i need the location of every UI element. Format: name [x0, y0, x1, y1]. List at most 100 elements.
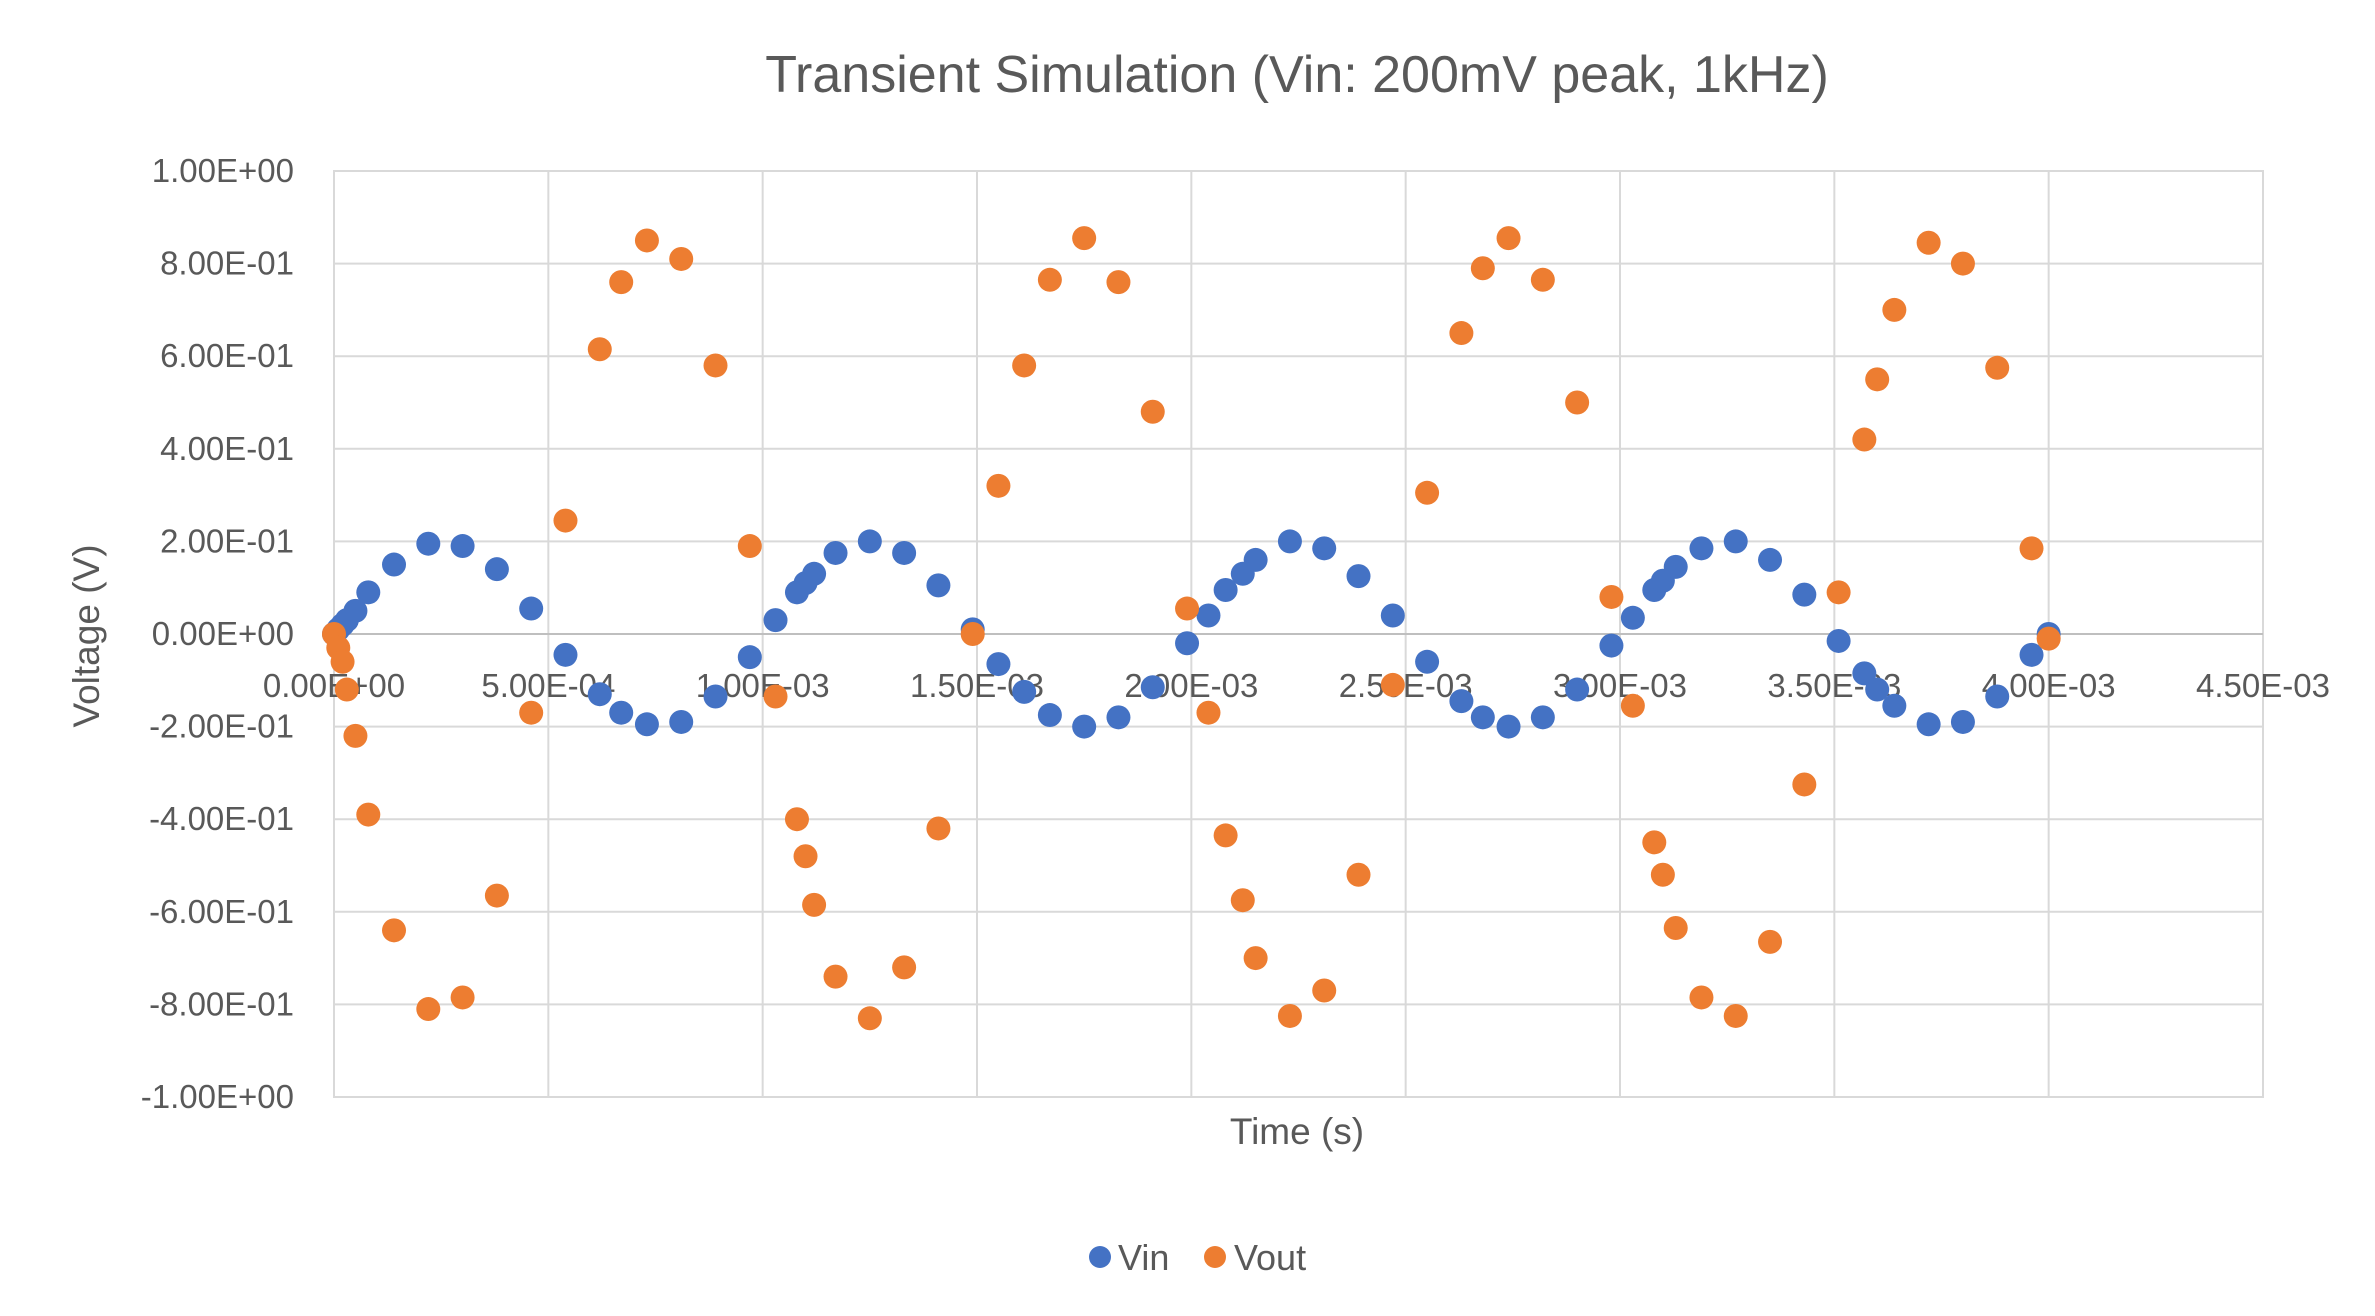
data-point-vout[interactable]: [1723, 1003, 1748, 1028]
data-point-vin[interactable]: [382, 552, 407, 577]
data-point-vout[interactable]: [1106, 270, 1131, 295]
data-point-vout[interactable]: [343, 723, 368, 748]
data-point-vout[interactable]: [1792, 772, 1817, 797]
data-point-vin[interactable]: [1213, 578, 1238, 603]
data-point-vin[interactable]: [1196, 603, 1221, 628]
data-point-vout[interactable]: [926, 816, 951, 841]
data-point-vout[interactable]: [784, 807, 809, 832]
data-point-vin[interactable]: [519, 596, 544, 621]
data-point-vin[interactable]: [1415, 649, 1440, 674]
data-point-vin[interactable]: [703, 684, 728, 709]
data-point-vin[interactable]: [1140, 675, 1165, 700]
data-point-vin[interactable]: [669, 709, 694, 734]
data-point-vin[interactable]: [1496, 714, 1521, 739]
data-point-vout[interactable]: [1916, 230, 1941, 255]
data-point-vin[interactable]: [356, 580, 381, 605]
data-point-vout[interactable]: [763, 684, 788, 709]
data-point-vout[interactable]: [960, 622, 985, 646]
data-point-vin[interactable]: [1470, 705, 1495, 730]
data-point-vin[interactable]: [1950, 709, 1975, 734]
data-point-vin[interactable]: [1530, 705, 1555, 730]
data-point-vout[interactable]: [1565, 390, 1590, 415]
data-point-vin[interactable]: [1882, 693, 1907, 718]
data-point-vin[interactable]: [737, 645, 762, 670]
data-point-vin[interactable]: [2019, 642, 2044, 667]
data-point-vout[interactable]: [1175, 596, 1200, 621]
data-point-vout[interactable]: [1140, 399, 1165, 424]
data-point-vin[interactable]: [1826, 628, 1851, 653]
data-point-vout[interactable]: [1196, 700, 1221, 725]
data-point-vout[interactable]: [1346, 862, 1371, 887]
data-point-vin[interactable]: [1106, 705, 1131, 730]
data-point-vout[interactable]: [1470, 256, 1495, 281]
data-point-vin[interactable]: [986, 652, 1011, 677]
data-point-vin[interactable]: [1916, 712, 1941, 737]
data-point-vout[interactable]: [703, 353, 728, 378]
data-point-vout[interactable]: [1599, 584, 1624, 609]
data-point-vout[interactable]: [587, 337, 612, 362]
data-point-vin[interactable]: [1723, 529, 1748, 554]
data-point-vout[interactable]: [1277, 1003, 1302, 1028]
data-point-vin[interactable]: [1865, 677, 1890, 702]
data-point-vin[interactable]: [1277, 529, 1302, 554]
data-point-vout[interactable]: [1758, 929, 1783, 954]
data-point-vout[interactable]: [823, 964, 848, 989]
data-point-vout[interactable]: [519, 700, 544, 725]
data-point-vin[interactable]: [1380, 603, 1405, 628]
data-point-vin[interactable]: [802, 561, 827, 586]
data-point-vin[interactable]: [1346, 564, 1371, 589]
data-point-vout[interactable]: [802, 892, 827, 917]
data-point-vin[interactable]: [1037, 703, 1062, 728]
data-point-vout[interactable]: [1496, 226, 1521, 251]
data-point-vin[interactable]: [1175, 631, 1200, 656]
data-point-vin[interactable]: [1599, 633, 1624, 658]
data-point-vout[interactable]: [1230, 888, 1255, 913]
data-point-vout[interactable]: [1213, 823, 1238, 848]
data-point-vout[interactable]: [1072, 226, 1097, 251]
legend-item-vin[interactable]: Vin: [1089, 1237, 1169, 1278]
data-point-vout[interactable]: [1852, 427, 1877, 452]
data-point-vin[interactable]: [1985, 684, 2010, 709]
data-point-vout[interactable]: [1865, 367, 1890, 392]
data-point-vin[interactable]: [1689, 536, 1714, 561]
data-point-vout[interactable]: [2036, 626, 2061, 651]
data-point-vin[interactable]: [343, 598, 368, 623]
data-point-vout[interactable]: [793, 844, 818, 869]
data-point-vout[interactable]: [986, 473, 1011, 498]
data-point-vout[interactable]: [1243, 946, 1268, 971]
data-point-vout[interactable]: [416, 997, 441, 1022]
data-point-vin[interactable]: [823, 540, 848, 565]
data-point-vout[interactable]: [1950, 251, 1975, 276]
data-point-vout[interactable]: [334, 677, 359, 702]
data-point-vin[interactable]: [1758, 547, 1783, 572]
data-point-vin[interactable]: [587, 682, 612, 707]
data-point-vout[interactable]: [1530, 267, 1555, 292]
data-point-vin[interactable]: [634, 712, 659, 737]
data-point-vout[interactable]: [382, 918, 407, 943]
data-point-vin[interactable]: [763, 608, 788, 633]
data-point-vin[interactable]: [1072, 714, 1097, 739]
data-point-vin[interactable]: [1449, 689, 1474, 714]
data-point-vout[interactable]: [1620, 693, 1645, 718]
data-point-vout[interactable]: [669, 246, 694, 271]
data-point-vout[interactable]: [1449, 321, 1474, 346]
data-point-vin[interactable]: [1312, 536, 1337, 561]
legend-item-vout[interactable]: Vout: [1204, 1237, 1306, 1278]
data-point-vin[interactable]: [1792, 582, 1817, 607]
data-point-vout[interactable]: [1689, 985, 1714, 1010]
data-point-vout[interactable]: [1985, 355, 2010, 380]
data-point-vout[interactable]: [1882, 297, 1907, 322]
data-point-vout[interactable]: [330, 649, 355, 674]
data-point-vout[interactable]: [356, 802, 381, 827]
data-point-vout[interactable]: [609, 270, 634, 295]
data-point-vin[interactable]: [1565, 677, 1590, 702]
data-point-vout[interactable]: [553, 508, 578, 533]
data-point-vout[interactable]: [1012, 353, 1037, 378]
data-point-vin[interactable]: [553, 642, 578, 667]
data-point-vout[interactable]: [1663, 916, 1688, 941]
data-point-vout[interactable]: [450, 985, 475, 1010]
data-point-vout[interactable]: [1642, 830, 1667, 855]
data-point-vout[interactable]: [857, 1006, 882, 1031]
data-point-vout[interactable]: [1826, 580, 1851, 605]
data-point-vin[interactable]: [609, 700, 634, 725]
